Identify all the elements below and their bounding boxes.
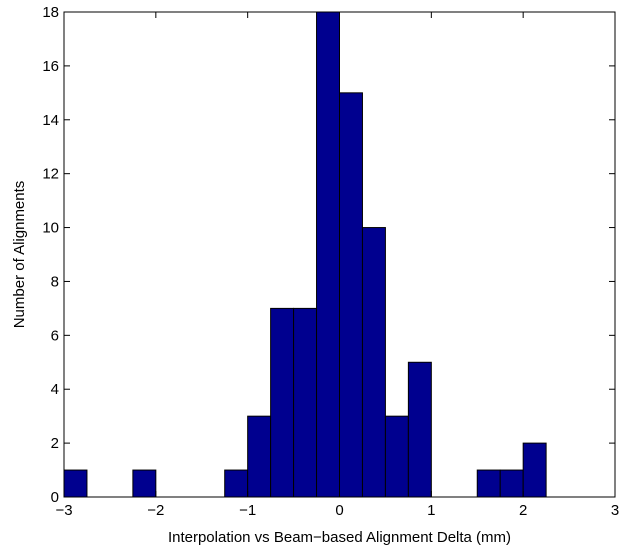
plot-frame	[63, 11, 616, 498]
x-tick-label: −1	[239, 502, 256, 519]
histogram-bar-13	[522, 442, 547, 498]
y-tick-label: 0	[51, 489, 59, 506]
histogram-bar-4	[270, 307, 295, 498]
y-tick-label: 4	[51, 381, 59, 398]
histogram-bar-2	[224, 469, 249, 498]
x-tick-label: 1	[427, 502, 435, 519]
histogram-bar-0	[63, 469, 88, 498]
y-tick-label: 8	[51, 273, 59, 290]
y-tick-label: 14	[42, 112, 59, 129]
x-tick-label: 3	[611, 502, 619, 519]
histogram-bar-10	[407, 361, 432, 498]
y-tick-label: 6	[51, 327, 59, 344]
x-axis-label: Interpolation vs Beam−based Alignment De…	[168, 529, 511, 546]
histogram-bar-3	[247, 415, 272, 498]
histogram-bar-8	[361, 227, 386, 498]
x-tick-label: −3	[55, 502, 72, 519]
histogram-bar-7	[339, 92, 363, 498]
histogram-bar-9	[384, 415, 409, 498]
histogram-bar-11	[476, 469, 501, 498]
x-tick-label: 2	[519, 502, 527, 519]
y-tick-label: 2	[51, 435, 59, 452]
histogram-bar-6	[316, 11, 340, 498]
x-tick-label: 0	[335, 502, 343, 519]
y-tick-label: 10	[42, 220, 59, 237]
x-tick-label: −2	[147, 502, 164, 519]
y-axis-label: Number of Alignments	[11, 181, 28, 329]
histogram-bar-5	[293, 307, 318, 498]
y-tick-label: 16	[42, 58, 59, 75]
histogram-bar-12	[499, 469, 524, 498]
y-tick-label: 12	[42, 166, 59, 183]
bars-group	[63, 11, 547, 498]
histogram-bar-1	[132, 469, 157, 498]
y-tick-label: 18	[42, 4, 59, 21]
